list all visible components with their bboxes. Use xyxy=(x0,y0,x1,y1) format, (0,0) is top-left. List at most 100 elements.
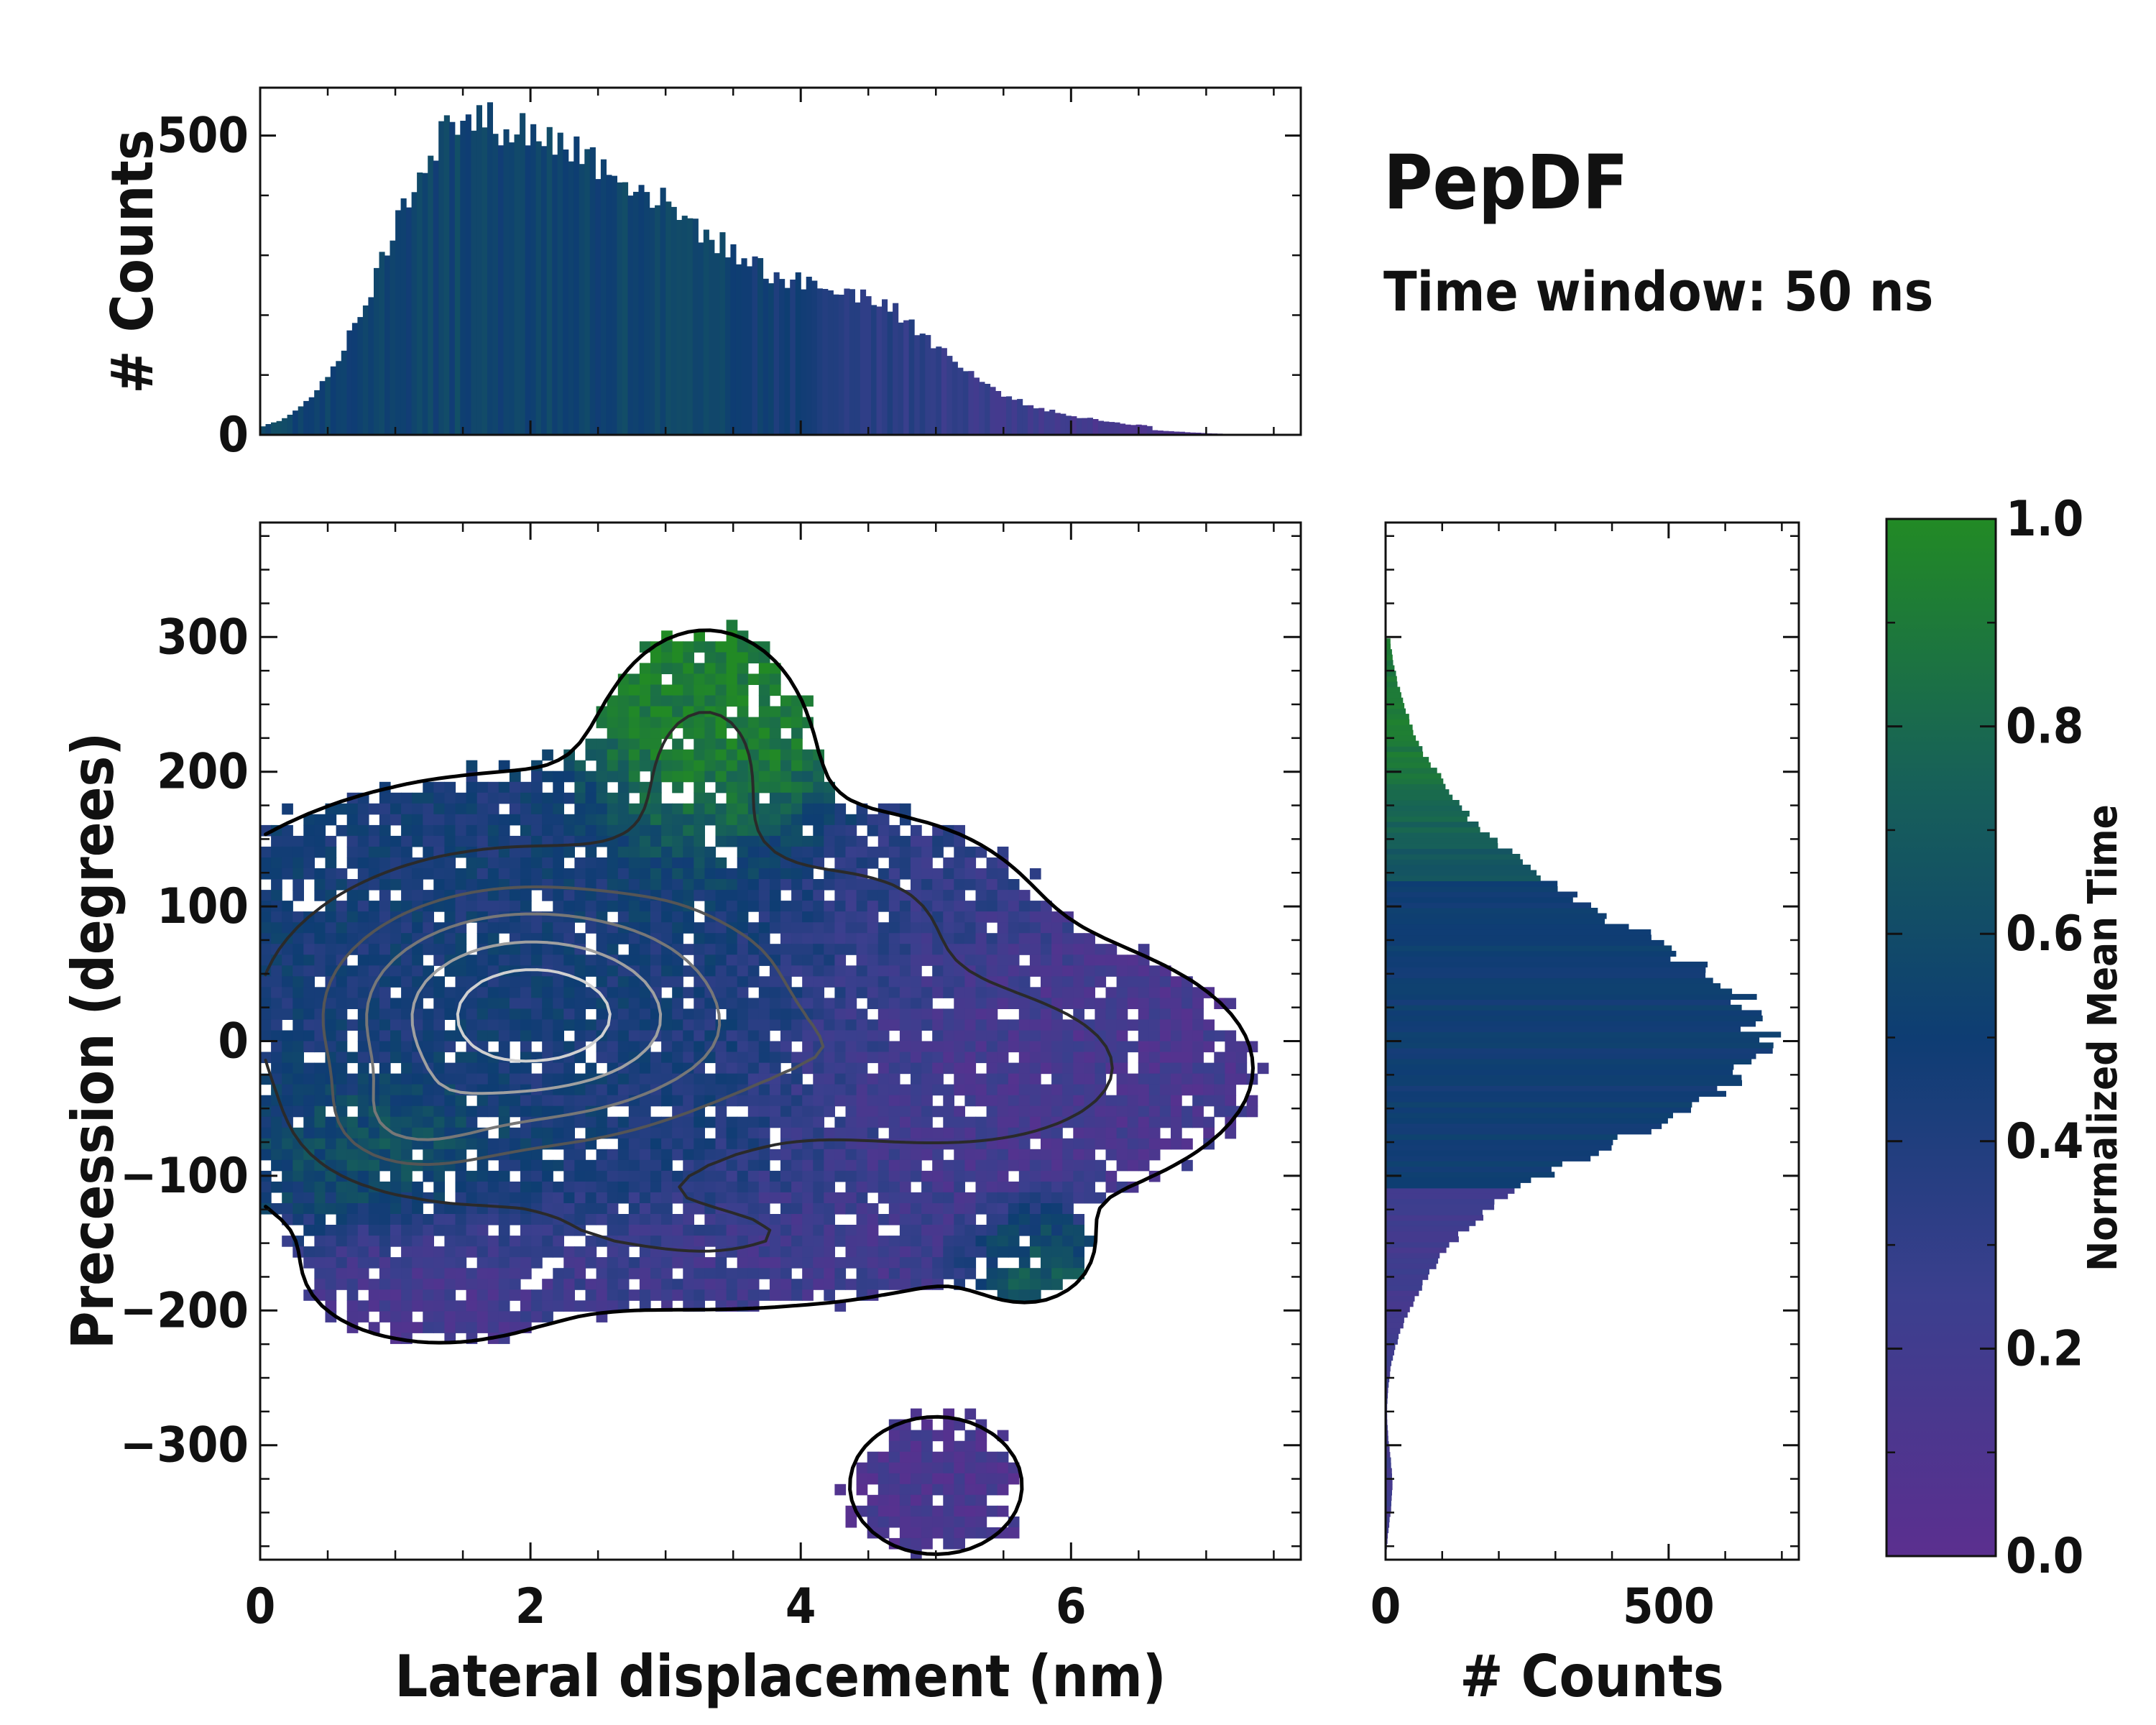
heatmap-cell xyxy=(758,998,770,1009)
heatmap-cell xyxy=(791,1052,803,1064)
heatmap-cell xyxy=(911,1170,922,1182)
heatmap-cell xyxy=(921,1181,933,1193)
heatmap-cell xyxy=(824,1019,835,1031)
heatmap-cell xyxy=(433,1030,445,1042)
heatmap-cell xyxy=(509,857,521,869)
heatmap-cell xyxy=(856,1019,868,1031)
heatmap-cell xyxy=(520,792,532,804)
heatmap-cell xyxy=(1116,1062,1128,1075)
histogram-bar xyxy=(584,149,591,435)
heatmap-cell xyxy=(1127,965,1139,977)
heatmap-cell xyxy=(617,987,630,998)
heatmap-cell xyxy=(791,749,803,761)
heatmap-cell xyxy=(1127,976,1139,988)
heatmap-cell xyxy=(336,879,348,891)
heatmap-cell xyxy=(704,792,717,804)
heatmap-cell xyxy=(791,1203,803,1215)
heatmap-cell xyxy=(303,1008,315,1020)
heatmap-cell xyxy=(314,1181,326,1193)
heatmap-cell xyxy=(1008,1030,1020,1042)
heatmap-cell xyxy=(401,879,413,891)
heatmap-cell xyxy=(1148,1105,1161,1118)
heatmap-cell xyxy=(845,857,857,869)
histogram-bar xyxy=(990,387,996,435)
heatmap-cell xyxy=(423,890,434,901)
heatmap-cell xyxy=(1051,1138,1063,1150)
heatmap-cell xyxy=(563,1019,575,1031)
histogram-bar xyxy=(1386,1274,1429,1280)
heatmap-cell xyxy=(282,1149,293,1161)
heatmap-cell xyxy=(455,933,467,944)
heatmap-cell xyxy=(444,1246,456,1258)
heatmap-cell xyxy=(509,1062,521,1075)
heatmap-cell xyxy=(444,1322,456,1333)
heatmap-cell xyxy=(639,738,651,750)
heatmap-cell xyxy=(834,998,847,1009)
heatmap-cell xyxy=(943,1451,954,1463)
heatmap-cell xyxy=(1008,1105,1020,1118)
heatmap-cell xyxy=(737,1289,749,1301)
heatmap-cell xyxy=(1138,1127,1150,1139)
heatmap-cell xyxy=(553,1073,564,1085)
histogram-bar xyxy=(795,272,801,435)
heatmap-cell xyxy=(867,879,879,891)
heatmap-cell xyxy=(455,1116,467,1128)
heatmap-cell xyxy=(346,1203,359,1215)
heatmap-cell xyxy=(932,1192,944,1204)
heatmap-cell xyxy=(1062,965,1074,977)
heatmap-cell xyxy=(758,814,770,826)
heatmap-cell xyxy=(520,868,532,880)
heatmap-cell xyxy=(498,1257,510,1269)
heatmap-cell xyxy=(877,1062,890,1075)
heatmap-cell xyxy=(1084,944,1095,955)
histogram-bar xyxy=(1179,431,1185,435)
heatmap-cell xyxy=(975,1116,987,1128)
heatmap-cell xyxy=(845,846,857,858)
heatmap-cell xyxy=(726,987,738,998)
heatmap-cell xyxy=(271,868,282,880)
heatmap-cell xyxy=(260,1138,272,1150)
heatmap-cell xyxy=(672,1041,683,1053)
heatmap-cell xyxy=(596,1041,608,1053)
heatmap-cell xyxy=(1181,1116,1193,1128)
heatmap-cell xyxy=(1029,1203,1041,1215)
heatmap-cell xyxy=(476,1019,489,1031)
heatmap-cell xyxy=(943,987,954,998)
heatmap-cell xyxy=(531,1289,543,1301)
heatmap-cell xyxy=(1159,1041,1171,1053)
histogram-bar xyxy=(655,205,661,435)
heatmap-cell xyxy=(1018,1170,1031,1182)
heatmap-cell xyxy=(867,824,879,837)
heatmap-cell xyxy=(780,846,792,858)
heatmap-cell xyxy=(553,1159,564,1172)
heatmap-cell xyxy=(1148,1149,1161,1161)
heatmap-cell xyxy=(498,1159,510,1172)
heatmap-cell xyxy=(466,1073,478,1085)
heatmap-cell xyxy=(260,998,272,1009)
heatmap-cell xyxy=(975,965,987,977)
heatmap-cell xyxy=(791,706,803,718)
histogram-bar xyxy=(1386,692,1401,699)
heatmap-cell xyxy=(758,1257,770,1269)
histogram-bar xyxy=(1163,431,1169,435)
heatmap-cell xyxy=(520,1149,532,1161)
heatmap-cell xyxy=(531,1246,543,1258)
heatmap-cell xyxy=(672,1030,683,1042)
heatmap-cell xyxy=(1235,1052,1248,1064)
heatmap-cell xyxy=(487,1246,499,1258)
heatmap-cell xyxy=(834,1095,847,1107)
heatmap-cell xyxy=(531,944,543,955)
histogram-bar xyxy=(1082,418,1088,435)
heatmap-cell xyxy=(888,1127,900,1139)
heatmap-cell xyxy=(542,1041,553,1053)
heatmap-cell xyxy=(617,879,630,891)
heatmap-cell xyxy=(856,1192,868,1204)
heatmap-cell xyxy=(336,1236,348,1247)
heatmap-cell xyxy=(899,1192,911,1204)
heatmap-cell xyxy=(303,933,315,944)
heatmap-cell xyxy=(423,1084,434,1096)
heatmap-cell xyxy=(911,1484,922,1496)
heatmap-cell xyxy=(921,922,933,934)
heatmap-cell xyxy=(802,1030,814,1042)
histogram-bar xyxy=(1386,1177,1531,1183)
